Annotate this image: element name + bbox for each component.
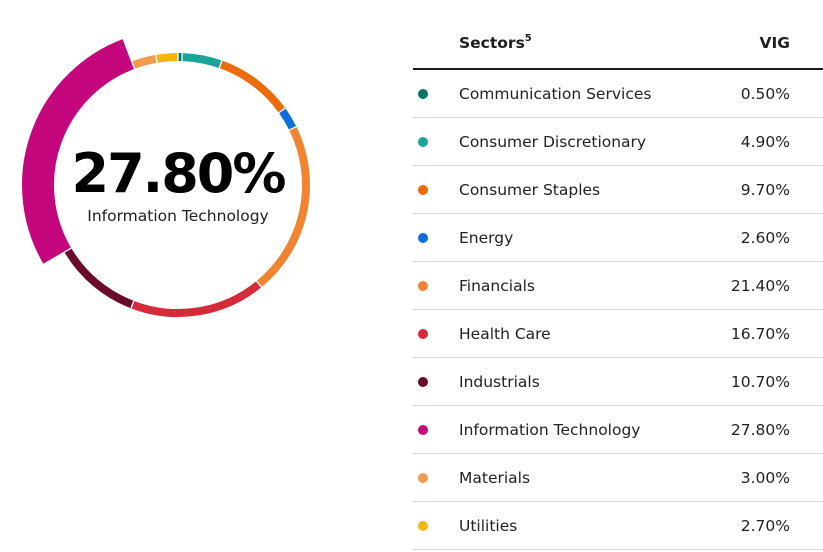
legend-dot — [418, 185, 428, 195]
table-row: Utilities 2.70% — [413, 502, 823, 550]
donut-slice-energy[interactable] — [279, 108, 297, 130]
donut-slice-information-technology[interactable] — [22, 39, 135, 264]
legend-dot — [418, 89, 428, 99]
table-row: Energy 2.60% — [413, 214, 823, 262]
sector-percent: 0.50% — [740, 84, 790, 103]
fund-column-header: VIG — [759, 34, 791, 52]
sector-percent: 3.00% — [740, 468, 790, 487]
sector-name: Communication Services — [459, 84, 652, 103]
footnote-marker: 5 — [524, 33, 532, 44]
sector-name: Financials — [459, 276, 535, 295]
sector-percent: 2.60% — [740, 228, 790, 247]
sector-percent: 10.70% — [730, 372, 790, 391]
sectors-column-header: Sectors5 — [459, 33, 532, 53]
sector-name: Materials — [459, 468, 531, 487]
legend-dot — [418, 329, 428, 339]
table-row: Information Technology 27.80% — [413, 406, 823, 454]
donut-slice-utilities[interactable] — [156, 53, 178, 63]
table-row: Consumer Discretionary 4.90% — [413, 118, 823, 166]
legend-dot — [418, 521, 428, 531]
sector-name: Health Care — [459, 324, 551, 343]
sector-percent: 9.70% — [740, 180, 790, 199]
sector-percent: 27.80% — [730, 420, 790, 439]
table-row: Communication Services 0.50% — [413, 70, 823, 118]
donut-slice-consumer-discretionary[interactable] — [182, 53, 222, 68]
sector-percent: 2.70% — [740, 516, 790, 535]
sector-name: Consumer Discretionary — [459, 132, 647, 151]
table-header: Sectors5 VIG — [413, 24, 823, 70]
sector-name: Energy — [459, 228, 514, 247]
donut-slice-health-care[interactable] — [131, 281, 261, 317]
legend-dot — [418, 137, 428, 147]
sector-name: Consumer Staples — [459, 180, 601, 199]
donut-slice-consumer-staples[interactable] — [219, 60, 285, 113]
legend-dot — [418, 377, 428, 387]
sector-percent: 16.70% — [730, 324, 790, 343]
table-row: Materials 3.00% — [413, 454, 823, 502]
sector-name: Information Technology — [459, 420, 641, 439]
sector-percent: 4.90% — [740, 132, 790, 151]
sector-table: Sectors5 VIG Communication Services 0.50%… — [413, 24, 823, 550]
donut-slice-materials[interactable] — [132, 55, 157, 69]
legend-dot — [418, 473, 428, 483]
table-row: Health Care 16.70% — [413, 310, 823, 358]
legend-dot — [418, 233, 428, 243]
table-row: Financials 21.40% — [413, 262, 823, 310]
legend-dot — [418, 281, 428, 291]
sector-name: Industrials — [459, 372, 540, 391]
legend-dot — [418, 425, 428, 435]
table-row: Industrials 10.70% — [413, 358, 823, 406]
sector-name: Utilities — [459, 516, 518, 535]
donut-slice-industrials[interactable] — [64, 248, 134, 309]
sector-donut-chart — [22, 39, 310, 317]
sector-percent: 21.40% — [730, 276, 790, 295]
donut-slice-financials[interactable] — [256, 127, 310, 287]
table-row: Consumer Staples 9.70% — [413, 166, 823, 214]
